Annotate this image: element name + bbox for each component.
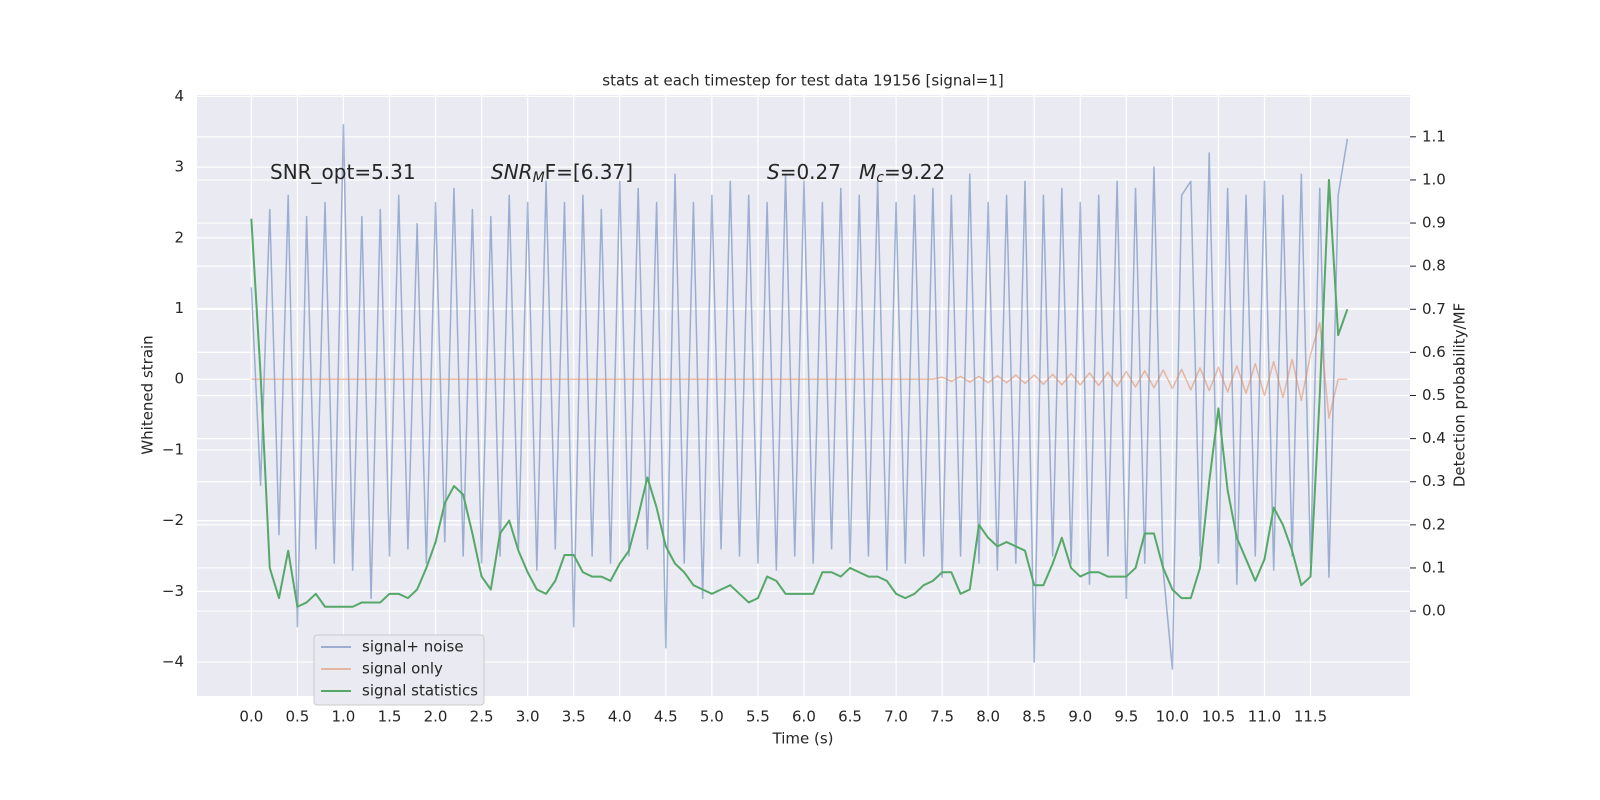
y-tick-label: −2 (162, 511, 184, 529)
y2-tick-label: 0.6 (1422, 343, 1446, 361)
x-tick-label: 0.5 (285, 708, 309, 726)
y2-axis-label: Detection probability/MF (1451, 303, 1469, 487)
y-axis-label: Whitened strain (139, 335, 157, 454)
x-tick-label: 11.5 (1294, 708, 1327, 726)
y-tick-label: 3 (174, 158, 184, 176)
x-tick-label: 7.5 (930, 708, 954, 726)
annotation-text: M (859, 160, 876, 184)
annotation-text: SNR_opt=5.31 (270, 160, 416, 184)
y-tick-label: −4 (162, 653, 184, 671)
legend-label: signal statistics (362, 682, 478, 700)
annotation-tail: =9.22 (884, 160, 945, 184)
y2-tick-label: 0.7 (1422, 300, 1446, 318)
legend-label: signal only (362, 660, 443, 678)
y2-tick-label: 0.8 (1422, 257, 1446, 275)
y2-tick-label: 0.2 (1422, 515, 1446, 533)
annotation: Mc=9.22 (859, 160, 945, 187)
y2-tick-label: 0.5 (1422, 386, 1446, 404)
y2-tick-label: 0.0 (1422, 602, 1446, 620)
y-tick-label: −3 (162, 582, 184, 600)
y-tick-label: 0 (174, 370, 184, 388)
annotation-text: SNR (491, 160, 533, 184)
annotation: SNRMF=[6.37] (491, 160, 633, 187)
x-tick-label: 2.5 (470, 708, 494, 726)
x-tick-label: 8.0 (976, 708, 1000, 726)
x-tick-label: 1.5 (378, 708, 402, 726)
x-tick-label: 5.5 (746, 708, 770, 726)
annotation: S=0.27 (767, 160, 841, 184)
y-tick-label: 4 (174, 87, 184, 105)
x-tick-label: 6.0 (792, 708, 816, 726)
x-tick-label: 9.0 (1068, 708, 1092, 726)
y2-tick-label: 0.1 (1422, 558, 1446, 576)
y2-tick-label: 1.0 (1422, 170, 1446, 188)
x-tick-label: 3.5 (562, 708, 586, 726)
x-tick-label: 11.0 (1248, 708, 1281, 726)
series-line (250, 178, 1349, 608)
x-tick-label: 8.5 (1022, 708, 1046, 726)
x-tick-label: 3.0 (516, 708, 540, 726)
y2-tick-label: 0.3 (1422, 472, 1446, 490)
annotation-sub: M (533, 170, 545, 186)
annotation-tail: =0.27 (780, 160, 841, 184)
y2-tick-label: 0.9 (1422, 214, 1446, 232)
annotation-sub: c (876, 170, 884, 186)
legend-box (313, 634, 485, 706)
annotation: SNR_opt=5.31 (270, 160, 416, 184)
y-tick-label: 2 (174, 228, 184, 246)
x-tick-label: 1.0 (332, 708, 356, 726)
x-tick-label: 10.5 (1202, 708, 1235, 726)
x-tick-label: 9.5 (1114, 708, 1138, 726)
chart-title: stats at each timestep for test data 191… (602, 72, 1003, 90)
legend-label: signal+ noise (362, 638, 464, 656)
x-tick-label: 5.0 (700, 708, 724, 726)
x-axis-label: Time (s) (772, 730, 834, 748)
y2-tick-label: 0.4 (1422, 429, 1446, 447)
x-tick-label: 2.0 (424, 708, 448, 726)
x-tick-label: 10.0 (1156, 708, 1189, 726)
x-tick-label: 4.5 (654, 708, 678, 726)
x-tick-label: 4.0 (608, 708, 632, 726)
y-tick-label: −1 (162, 440, 184, 458)
y-tick-label: 1 (174, 299, 184, 317)
x-tick-label: 7.0 (884, 708, 908, 726)
x-tick-label: 0.0 (239, 708, 263, 726)
series-line (251, 321, 1348, 419)
x-tick-label: 6.5 (838, 708, 862, 726)
y2-tick-label: 1.1 (1422, 127, 1446, 145)
series-line (250, 123, 1349, 670)
annotation-text: S (767, 160, 780, 184)
annotation-tail: F=[6.37] (545, 160, 633, 184)
